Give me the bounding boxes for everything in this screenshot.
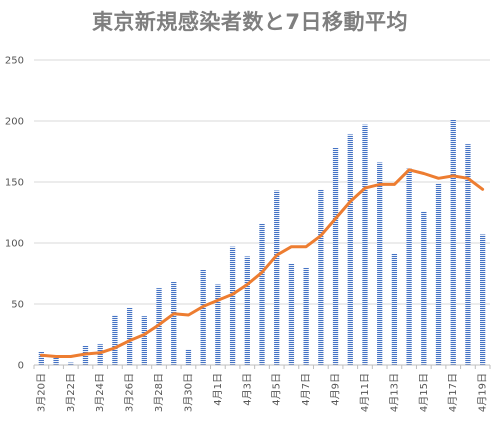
moving-average-line [39, 168, 485, 358]
y-tick-label: 0 [18, 361, 24, 372]
x-tick-label: 3月20日 [35, 373, 47, 412]
chart-title: 東京新規感染者数と7日移動平均 [91, 10, 409, 34]
y-tick-label: 250 [5, 56, 24, 67]
x-tick-label: 4月7日 [300, 373, 312, 406]
x-axis [33, 364, 491, 369]
x-axis-ticks: 3月20日 3月22日 3月24日 3月26日 3月28日 3月30日 4月1日 4月3日 4月… [35, 373, 488, 412]
bar [171, 282, 177, 365]
bar [229, 246, 236, 365]
bar [303, 267, 309, 365]
bar [259, 223, 265, 365]
x-tick-label: 3月30日 [182, 373, 194, 412]
y-tick-label: 50 [11, 300, 24, 311]
y-axis-ticks: 0 50 100 150 200 250 [5, 56, 24, 372]
moving-average-series [39, 168, 485, 358]
y-tick-label: 100 [5, 239, 24, 250]
bar [288, 263, 295, 365]
x-tick-label: 3月24日 [94, 373, 106, 412]
bar-series [38, 119, 486, 365]
x-tick-label: 4月9日 [330, 373, 342, 406]
bar [126, 307, 133, 365]
bar [244, 256, 250, 365]
x-tick-label: 4月1日 [212, 373, 224, 406]
bar [435, 183, 442, 365]
bar [185, 349, 192, 365]
bar [362, 124, 368, 365]
x-tick-label: 4月13日 [388, 373, 400, 412]
bar [406, 168, 412, 365]
bar [97, 344, 103, 365]
bar [200, 269, 206, 365]
x-tick-label: 4月17日 [447, 373, 459, 412]
bar [141, 316, 147, 365]
bar [479, 234, 486, 365]
x-tick-label: 4月19日 [477, 373, 489, 412]
x-tick-label: 3月26日 [124, 373, 136, 412]
x-tick-label: 4月15日 [418, 373, 430, 412]
bar [450, 119, 456, 365]
x-tick-label: 4月5日 [271, 373, 283, 406]
bar [68, 362, 74, 365]
bar [318, 189, 324, 365]
x-tick-label: 3月28日 [153, 373, 165, 412]
bar [38, 351, 45, 365]
bar [377, 162, 383, 365]
bar [274, 190, 280, 365]
bar [347, 134, 353, 365]
bar [332, 147, 339, 365]
x-tick-label: 4月11日 [359, 373, 371, 412]
bar [156, 288, 162, 365]
bar [215, 284, 221, 365]
x-tick-label: 4月3日 [241, 373, 253, 406]
bar [53, 356, 59, 365]
bar [421, 211, 427, 365]
y-tick-label: 200 [5, 117, 24, 128]
bar [112, 314, 118, 365]
x-tick-label: 3月22日 [65, 373, 77, 412]
bar [465, 144, 471, 365]
y-tick-label: 150 [5, 178, 24, 189]
bar [391, 253, 398, 365]
